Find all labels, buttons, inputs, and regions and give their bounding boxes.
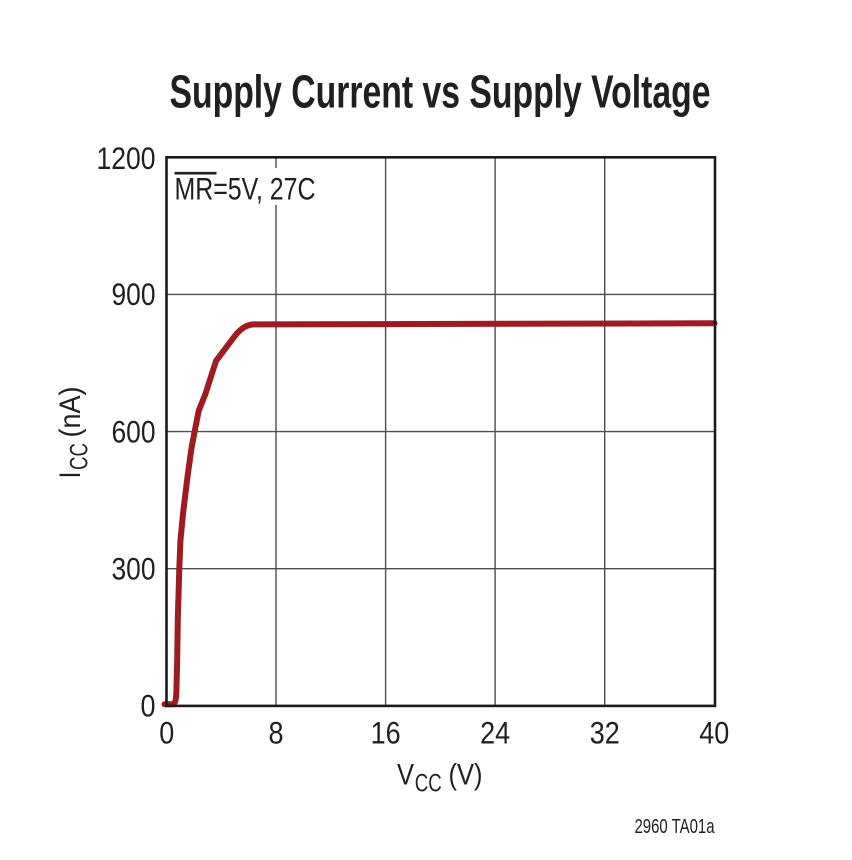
svg-text:900: 900 bbox=[112, 277, 156, 312]
svg-text:(V): (V) bbox=[449, 759, 483, 792]
svg-text:0: 0 bbox=[159, 716, 174, 751]
svg-text:32: 32 bbox=[590, 716, 620, 751]
svg-text:CC: CC bbox=[66, 443, 94, 470]
svg-text:Supply Current vs Supply Volta: Supply Current vs Supply Voltage bbox=[170, 66, 711, 118]
svg-text:1200: 1200 bbox=[97, 141, 156, 176]
svg-text:CC: CC bbox=[415, 770, 442, 798]
svg-text:0: 0 bbox=[141, 689, 156, 724]
svg-text:V: V bbox=[397, 759, 414, 792]
svg-text:I: I bbox=[54, 472, 87, 479]
svg-text:2960 TA01a: 2960 TA01a bbox=[635, 815, 715, 838]
svg-text:16: 16 bbox=[371, 716, 401, 751]
svg-text:MR=5V, 27C: MR=5V, 27C bbox=[175, 172, 316, 207]
svg-text:40: 40 bbox=[699, 716, 729, 751]
svg-text:(nA): (nA) bbox=[54, 387, 87, 438]
svg-text:8: 8 bbox=[269, 716, 284, 751]
svg-text:24: 24 bbox=[480, 716, 510, 751]
svg-text:300: 300 bbox=[112, 552, 156, 587]
svg-text:600: 600 bbox=[112, 414, 156, 449]
